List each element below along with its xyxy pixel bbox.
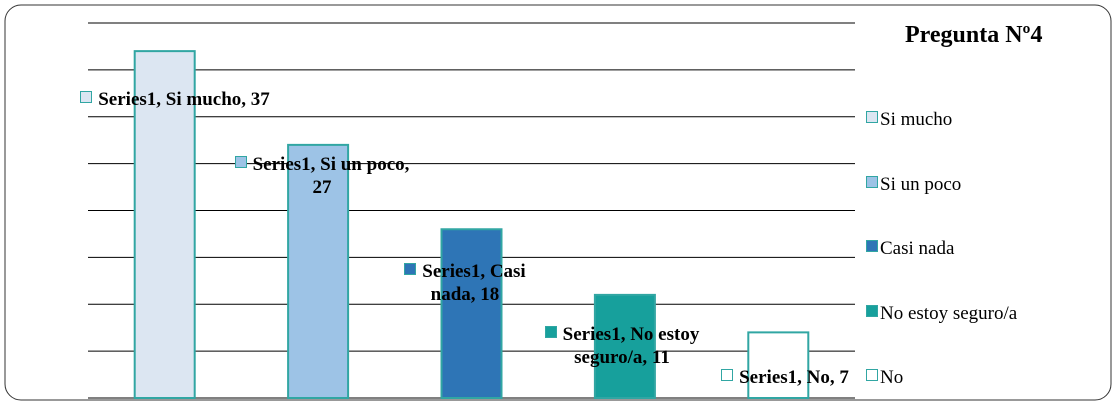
label-key	[404, 263, 417, 275]
legend-label: No	[880, 367, 904, 388]
legend-label: Casi nada	[880, 238, 955, 259]
legend-label: No estoy seguro/a	[880, 302, 1018, 324]
legend-swatch	[866, 111, 878, 123]
legend-entry: No estoy seguro/a	[866, 303, 1017, 325]
label-key	[80, 91, 93, 103]
data-label-text: Series1, Casi nada, 18	[422, 261, 526, 305]
bar	[747, 331, 810, 399]
data-label-text: Series1, Si mucho, 37	[98, 89, 270, 110]
legend-swatch	[866, 175, 878, 188]
bar	[287, 143, 350, 399]
data-label-text: Series1, Si un poco, 27	[252, 154, 410, 198]
data-label-text: Series1, No, 7	[739, 367, 849, 388]
bar	[593, 293, 656, 399]
label-key	[234, 156, 247, 168]
legend-entry: No	[866, 367, 903, 389]
legend-swatch	[866, 240, 878, 252]
bar	[133, 50, 196, 399]
legend-entry: Si mucho	[866, 109, 952, 131]
legend-label: Si mucho	[880, 109, 953, 130]
label-key	[721, 369, 734, 381]
label-key	[544, 326, 557, 338]
data-label: Series1, Si un poco, 27	[227, 153, 417, 199]
legend-swatch	[866, 304, 878, 317]
chart-title: Pregunta Nº4	[905, 22, 1043, 48]
data-label-text: Series1, No estoy seguro/a, 11	[562, 324, 700, 368]
chart-border	[4, 4, 1112, 401]
legend-entry: Si un poco	[866, 174, 961, 196]
legend-swatch	[866, 369, 878, 381]
legend-label: Si un poco	[880, 173, 962, 195]
data-label: Series1, No estoy seguro/a, 11	[517, 323, 727, 369]
data-label: Series1, No, 7	[695, 366, 875, 389]
data-label: Series1, Si mucho, 37	[50, 88, 300, 111]
data-label: Series1, Casi nada, 18	[380, 260, 550, 306]
legend-entry: Casi nada	[866, 238, 954, 260]
bar	[440, 228, 503, 399]
